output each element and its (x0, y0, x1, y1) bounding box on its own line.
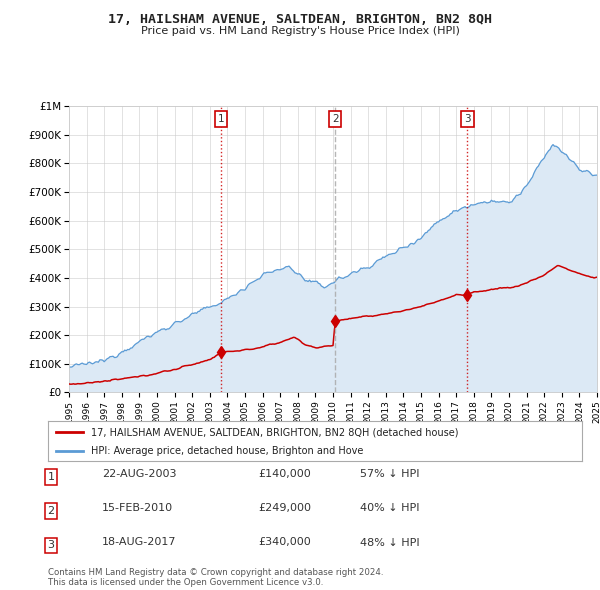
Text: HPI: Average price, detached house, Brighton and Hove: HPI: Average price, detached house, Brig… (91, 447, 363, 456)
Text: 22-AUG-2003: 22-AUG-2003 (102, 469, 176, 479)
Text: Price paid vs. HM Land Registry's House Price Index (HPI): Price paid vs. HM Land Registry's House … (140, 26, 460, 36)
Text: 1: 1 (47, 472, 55, 482)
Text: 3: 3 (47, 540, 55, 550)
Text: £249,000: £249,000 (258, 503, 311, 513)
Text: £140,000: £140,000 (258, 469, 311, 479)
Text: 15-FEB-2010: 15-FEB-2010 (102, 503, 173, 513)
Text: Contains HM Land Registry data © Crown copyright and database right 2024.
This d: Contains HM Land Registry data © Crown c… (48, 568, 383, 587)
Text: 2: 2 (47, 506, 55, 516)
Text: 57% ↓ HPI: 57% ↓ HPI (360, 469, 419, 479)
Text: 48% ↓ HPI: 48% ↓ HPI (360, 537, 419, 548)
Text: 1: 1 (218, 114, 224, 124)
Text: 2: 2 (332, 114, 338, 124)
Text: 40% ↓ HPI: 40% ↓ HPI (360, 503, 419, 513)
Text: 18-AUG-2017: 18-AUG-2017 (102, 537, 176, 548)
Text: £340,000: £340,000 (258, 537, 311, 548)
Text: 17, HAILSHAM AVENUE, SALTDEAN, BRIGHTON, BN2 8QH: 17, HAILSHAM AVENUE, SALTDEAN, BRIGHTON,… (108, 13, 492, 26)
Text: 17, HAILSHAM AVENUE, SALTDEAN, BRIGHTON, BN2 8QH (detached house): 17, HAILSHAM AVENUE, SALTDEAN, BRIGHTON,… (91, 427, 458, 437)
Text: 3: 3 (464, 114, 470, 124)
